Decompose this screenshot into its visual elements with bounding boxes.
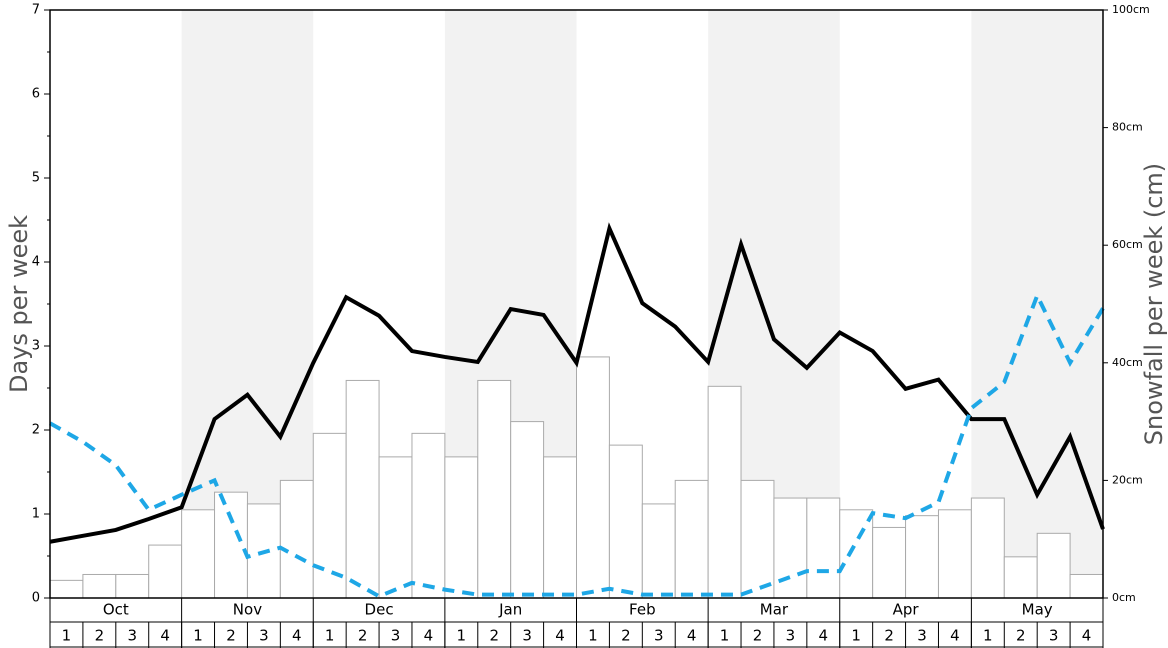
y2-axis-label: Snowfall per week (cm)	[1140, 163, 1168, 445]
y-tick-label: 5	[32, 171, 40, 186]
bar	[411, 432, 446, 599]
bar	[312, 432, 347, 599]
y-tick-label: 3	[32, 339, 40, 354]
x-tick-label: 2	[358, 627, 368, 645]
month-label: Mar	[760, 601, 789, 619]
x-tick-label: 3	[391, 627, 401, 645]
bar	[181, 509, 216, 599]
bar	[707, 385, 742, 599]
x-tick-label: 2	[753, 627, 763, 645]
x-tick-label: 4	[424, 627, 434, 645]
month-label: Nov	[233, 601, 262, 619]
bar	[773, 497, 808, 599]
x-tick-label: 1	[983, 627, 993, 645]
y-tick-label: 0	[32, 591, 40, 606]
bar	[1003, 556, 1038, 599]
x-tick-label: 1	[457, 627, 467, 645]
month-label: Dec	[365, 601, 394, 619]
month-label: Feb	[629, 601, 656, 619]
line	[49, 290, 1105, 599]
bar	[82, 573, 117, 599]
bar	[214, 491, 248, 599]
y-tick-label: 6	[32, 87, 40, 102]
x-tick-label: 3	[786, 627, 796, 645]
x-tick-label: 1	[720, 627, 730, 645]
bar	[641, 503, 676, 599]
x-tick-label: 3	[127, 627, 137, 645]
bar	[115, 573, 150, 599]
bar	[1036, 532, 1071, 599]
y-tick-label: 1	[32, 507, 40, 522]
x-tick-label: 2	[1016, 627, 1026, 645]
bar	[576, 356, 610, 599]
line	[49, 222, 1105, 544]
bar	[1069, 573, 1104, 599]
x-tick-label: 3	[259, 627, 269, 645]
bar	[279, 479, 314, 599]
x-tick-label: 3	[1049, 627, 1059, 645]
bar	[872, 526, 907, 599]
bar	[905, 515, 939, 599]
x-tick-label: 1	[851, 627, 861, 645]
bar	[345, 379, 380, 599]
x-tick-label: 2	[226, 627, 236, 645]
x-tick-label: 4	[160, 627, 170, 645]
y2-tick-label: 100cm	[1112, 3, 1150, 16]
x-tick-label: 1	[325, 627, 335, 645]
bar	[378, 456, 413, 599]
y-tick-label: 2	[32, 423, 40, 438]
bar	[740, 479, 775, 599]
bar	[937, 509, 972, 599]
x-tick-label: 3	[917, 627, 927, 645]
x-tick-label: 3	[522, 627, 532, 645]
x-tick-label: 2	[489, 627, 499, 645]
bar	[49, 579, 84, 599]
y2-tick-label: 40cm	[1112, 356, 1143, 369]
x-tick-label: 2	[884, 627, 894, 645]
y2-tick-label: 20cm	[1112, 473, 1143, 486]
bar	[444, 456, 479, 599]
y-axis-label: Days per week	[5, 215, 33, 393]
y-tick-label: 7	[32, 3, 40, 18]
x-tick-label: 4	[1082, 627, 1092, 645]
bar	[510, 421, 545, 599]
x-tick-label: 1	[62, 627, 72, 645]
y2-tick-label: 80cm	[1112, 121, 1143, 134]
bar	[970, 497, 1005, 599]
x-tick-label: 4	[292, 627, 302, 645]
month-label: Oct	[103, 601, 129, 619]
x-tick-label: 4	[687, 627, 697, 645]
bar	[806, 497, 841, 599]
y2-tick-label: 60cm	[1112, 238, 1143, 251]
month-label: Jan	[498, 601, 522, 619]
bar	[674, 479, 709, 599]
month-label: Apr	[893, 601, 920, 619]
bar	[839, 509, 874, 599]
x-tick-label: 1	[193, 627, 203, 645]
x-tick-label: 4	[819, 627, 829, 645]
y2-tick-label: 0cm	[1112, 591, 1136, 604]
bar	[608, 444, 643, 599]
x-tick-label: 1	[588, 627, 598, 645]
x-tick-label: 3	[654, 627, 664, 645]
month-label: May	[1022, 601, 1053, 619]
x-tick-label: 2	[95, 627, 105, 645]
bar	[543, 456, 577, 599]
x-tick-label: 4	[555, 627, 565, 645]
y-tick-label: 4	[32, 255, 40, 270]
x-tick-label: 2	[621, 627, 631, 645]
bar	[477, 379, 512, 599]
x-tick-label: 4	[950, 627, 960, 645]
bar	[148, 544, 183, 599]
